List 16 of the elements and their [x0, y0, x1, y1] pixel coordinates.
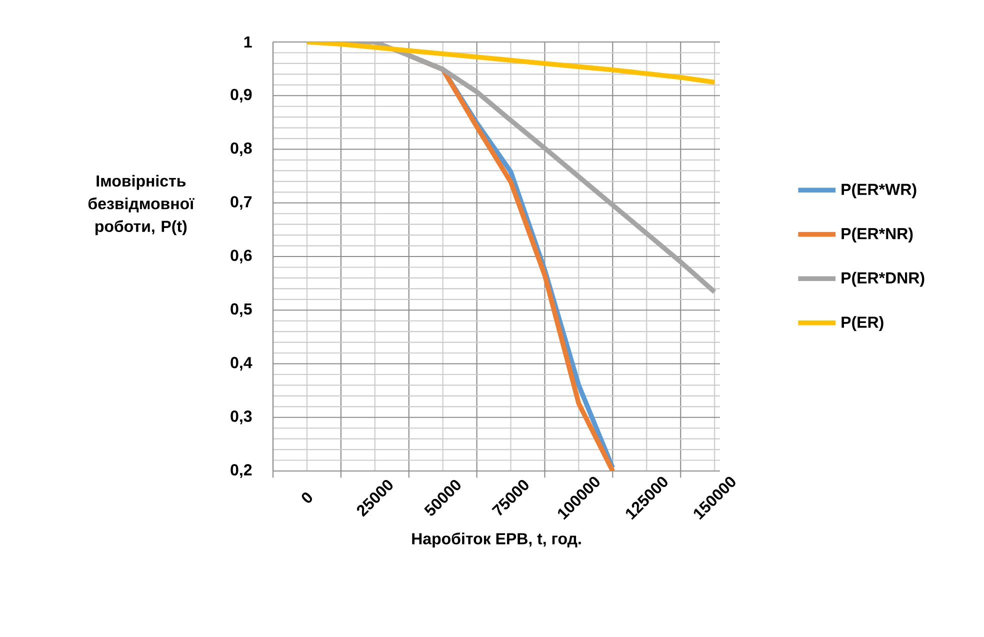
- y-tick-label: 0,2: [230, 464, 252, 478]
- y-tick-label: 0,4: [230, 356, 252, 371]
- y-tick-label: 0,3: [230, 410, 252, 424]
- y-tick-label: 0,7: [230, 196, 252, 210]
- y-tick-label: 0,5: [230, 303, 252, 317]
- y-axis-title: Імовірність безвідмовної роботи, P(t): [88, 174, 194, 236]
- y-tick-label: 0,8: [230, 142, 252, 156]
- x-axis-title: Наробіток ЕРВ, t, год.: [412, 532, 581, 548]
- y-tick-label: 1: [244, 36, 252, 48]
- y-tick-label: 0,6: [230, 250, 252, 264]
- legend-label: P(ER*DNR): [842, 272, 924, 287]
- y-tick-label: 0,9: [230, 88, 252, 102]
- legend-label: P(ER*WR): [842, 183, 916, 198]
- x-tick-label: 0: [302, 492, 312, 503]
- legend-label: P(ER*NR): [842, 228, 913, 242]
- legend-label: P(ER): [842, 316, 884, 332]
